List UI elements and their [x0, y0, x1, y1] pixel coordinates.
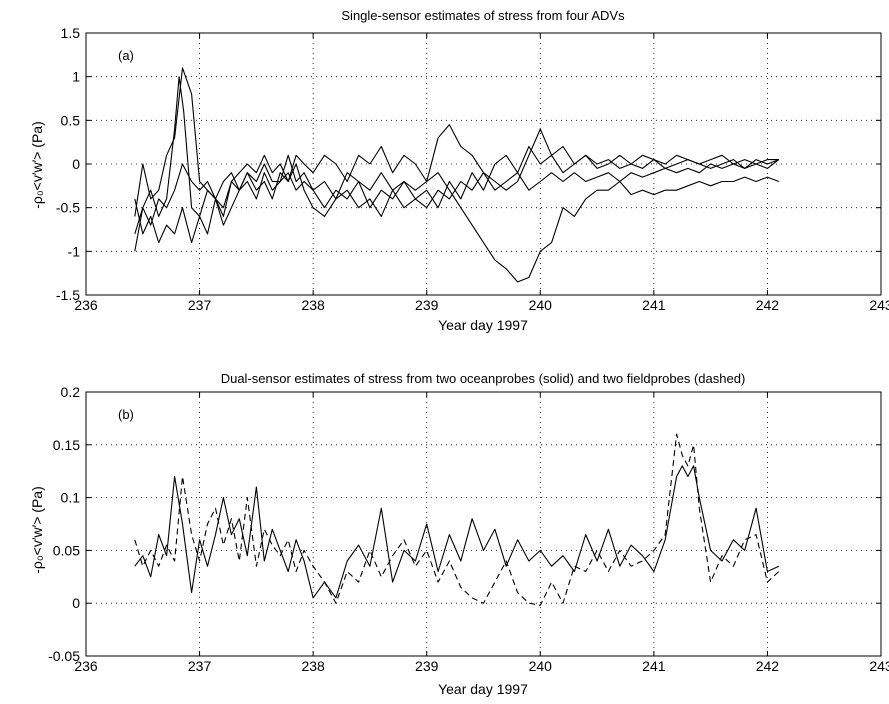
- series-line-4: [134, 159, 779, 244]
- y-tick-label: 0.2: [61, 384, 81, 400]
- series-line-2: [134, 67, 780, 217]
- x-tick-label: 237: [188, 658, 212, 674]
- y-tick-label: 0.05: [53, 542, 80, 558]
- panel-a-ticks: 236 237 238 239 240 241 242 243 -1.5 -1 -0.5 0 0.5 1 1…: [56, 25, 889, 313]
- x-tick-label: 242: [756, 658, 780, 674]
- series-line-1: [134, 465, 780, 599]
- x-tick-label: 239: [415, 297, 439, 313]
- x-tick-label: 241: [642, 297, 666, 313]
- x-tick-label: 243: [869, 297, 889, 313]
- panel-a-x-axis-label: Year day 1997: [438, 317, 528, 333]
- panel-a: Single-sensor estimates of stress from f…: [29, 8, 889, 333]
- panel-b-axes-frame: [85, 391, 882, 657]
- y-tick-label: 0.15: [53, 437, 80, 453]
- x-tick-label: 243: [869, 658, 889, 674]
- x-tick-label: 236: [74, 297, 98, 313]
- x-tick-label: 242: [756, 297, 780, 313]
- panel-a-series: [134, 67, 780, 283]
- panel-a-label: (a): [118, 48, 134, 63]
- x-tick-label: 238: [301, 658, 325, 674]
- panel-b: Dual-sensor estimates of stress from two…: [29, 371, 889, 697]
- x-tick-label: 236: [74, 658, 98, 674]
- y-tick-label: -1.5: [56, 287, 80, 303]
- y-tick-label: 0.1: [61, 490, 81, 506]
- y-tick-label: 0.5: [61, 112, 81, 128]
- y-tick-label: 1: [72, 69, 80, 85]
- x-tick-label: 240: [529, 658, 553, 674]
- panel-a-y-axis-label: -ρ₀<v′w′> (Pa): [29, 121, 45, 209]
- y-tick-label: 1.5: [61, 25, 81, 41]
- y-tick-label: 0: [72, 156, 80, 172]
- series-line-2: [134, 433, 780, 606]
- x-tick-label: 239: [415, 658, 439, 674]
- panel-b-title: Dual-sensor estimates of stress from two…: [221, 371, 746, 386]
- panel-b-label: (b): [118, 407, 134, 422]
- panel-b-grid: [86, 392, 881, 656]
- series-line-3: [134, 145, 779, 235]
- panel-b-ticks: 236 237 238 239 240 241 242 243 -0.05 0 0.05 0.1 0.1…: [48, 384, 889, 674]
- y-tick-label: -0.5: [56, 200, 80, 216]
- x-tick-label: 237: [188, 297, 212, 313]
- y-tick-label: 0: [72, 595, 80, 611]
- panel-b-x-axis-label: Year day 1997: [438, 681, 528, 697]
- x-tick-label: 241: [642, 658, 666, 674]
- panel-b-series: [134, 433, 780, 606]
- x-tick-label: 238: [301, 297, 325, 313]
- x-tick-label: 240: [529, 297, 553, 313]
- y-tick-label: -0.05: [48, 648, 80, 664]
- panel-a-title: Single-sensor estimates of stress from f…: [341, 8, 625, 23]
- y-tick-label: -1: [68, 243, 81, 259]
- panel-b-y-axis-label: -ρ₀<v′w′> (Pa): [29, 486, 45, 574]
